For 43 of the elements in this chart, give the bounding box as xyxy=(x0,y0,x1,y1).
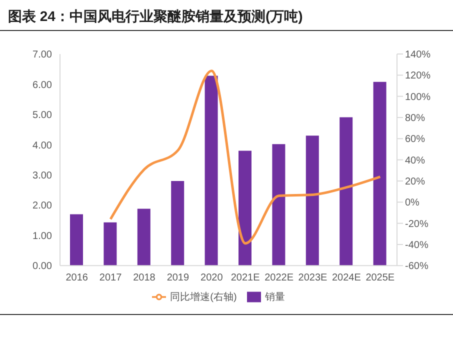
bar xyxy=(306,136,319,266)
x-tick-label: 2021E xyxy=(230,272,260,284)
x-tick-label: 2017 xyxy=(99,272,122,284)
y-tick-label: 1.00 xyxy=(32,230,52,242)
bar xyxy=(171,180,184,266)
bar xyxy=(238,150,252,266)
y2-tick-label: 0% xyxy=(405,198,420,209)
y2-tick-label: 100% xyxy=(405,92,431,103)
bar xyxy=(373,82,386,266)
y2-tick-label: 60% xyxy=(405,134,426,146)
line-series xyxy=(109,70,382,245)
chart-title: 图表 24：中国风电行业聚醚胺销量及预测(万吨) xyxy=(8,8,303,26)
y2-tick-label: 140% xyxy=(405,50,431,61)
legend-label: 销量 xyxy=(264,292,285,303)
y2-tick-label: -60% xyxy=(405,261,428,272)
y2-tick-label: 120% xyxy=(405,70,431,82)
x-tick-label: 2019 xyxy=(166,272,190,284)
y2-tick-label: 80% xyxy=(405,113,426,124)
x-tick-label: 2024E xyxy=(332,272,362,284)
bar xyxy=(137,208,150,266)
y2-tick-label: 20% xyxy=(405,176,426,188)
y2-tick-label: 40% xyxy=(405,155,426,166)
x-tick-label: 2022E xyxy=(264,272,294,284)
bar xyxy=(272,144,286,266)
bar xyxy=(340,117,353,266)
y-tick-label: 2.00 xyxy=(32,200,52,212)
x-tick-label: 2025E xyxy=(366,272,395,284)
y-tick-label: 6.00 xyxy=(32,80,52,91)
x-tick-label: 2023E xyxy=(298,272,328,284)
y-tick-label: 7.00 xyxy=(32,50,52,61)
y-tick-label: 5.00 xyxy=(32,110,52,122)
y-tick-label: 0.00 xyxy=(32,261,52,272)
y-tick-label: 3.00 xyxy=(32,170,52,182)
x-tick-label: 2020 xyxy=(200,272,224,284)
bar xyxy=(70,214,83,266)
x-tick-label: 2016 xyxy=(66,272,88,284)
x-tick-label: 2018 xyxy=(133,272,156,284)
y2-tick-label: -40% xyxy=(405,240,428,252)
y-tick-label: 4.00 xyxy=(32,140,52,152)
bar xyxy=(104,222,117,266)
y2-tick-label: -20% xyxy=(405,218,428,230)
legend-label: 同比增速(右轴) xyxy=(170,292,237,303)
bar xyxy=(204,76,218,266)
